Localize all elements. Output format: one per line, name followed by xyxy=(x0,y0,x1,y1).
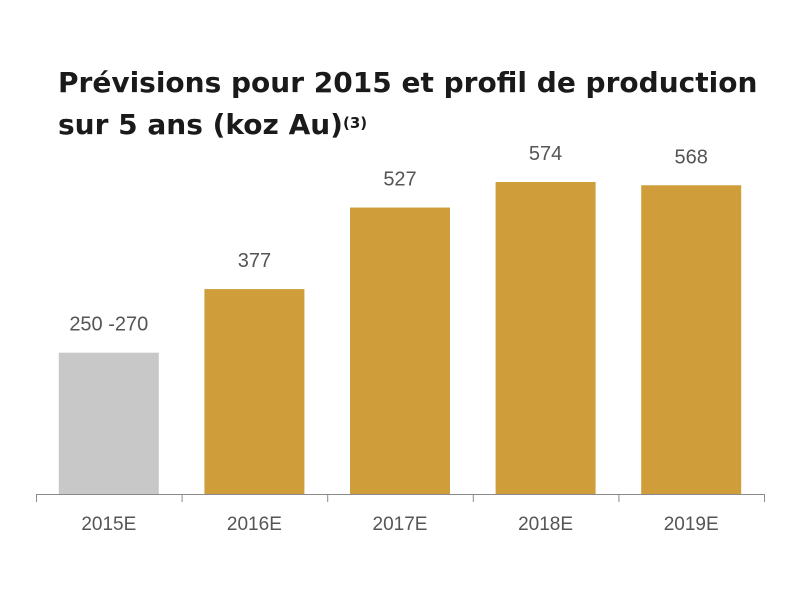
x-tick-label-2016E: 2016E xyxy=(227,514,282,535)
x-tick-label-2017E: 2017E xyxy=(373,514,428,535)
chart-title-footnote: (3) xyxy=(342,114,368,132)
value-label-2018E: 574 xyxy=(529,143,562,165)
bar-2019E xyxy=(641,185,742,494)
value-label-2019E: 568 xyxy=(675,146,708,168)
bars-group xyxy=(58,182,742,495)
value-label-2015E: 250 -270 xyxy=(69,314,148,336)
x-axis xyxy=(36,494,765,502)
x-tick-label-2018E: 2018E xyxy=(518,514,573,535)
bar-2016E xyxy=(204,289,305,494)
chart-title-line1: Prévisions pour 2015 et profil de produc… xyxy=(58,66,758,99)
value-label-2016E: 377 xyxy=(238,250,271,272)
x-tick-label-2019E: 2019E xyxy=(664,514,719,535)
bar-2015E xyxy=(58,352,159,494)
chart-title-line2: sur 5 ans (koz Au) xyxy=(58,108,343,141)
value-label-2017E: 527 xyxy=(383,169,416,191)
value-labels-group: 250 -270 377 527 574 568 xyxy=(69,143,708,336)
bar-2018E xyxy=(495,182,596,494)
chart-title: Prévisions pour 2015 et profil de produc… xyxy=(58,62,758,146)
x-tick-label-2015E: 2015E xyxy=(81,514,136,535)
x-tick-labels-group: 2015E 2016E 2017E 2018E 2019E xyxy=(81,514,718,535)
bar-2017E xyxy=(350,207,450,495)
